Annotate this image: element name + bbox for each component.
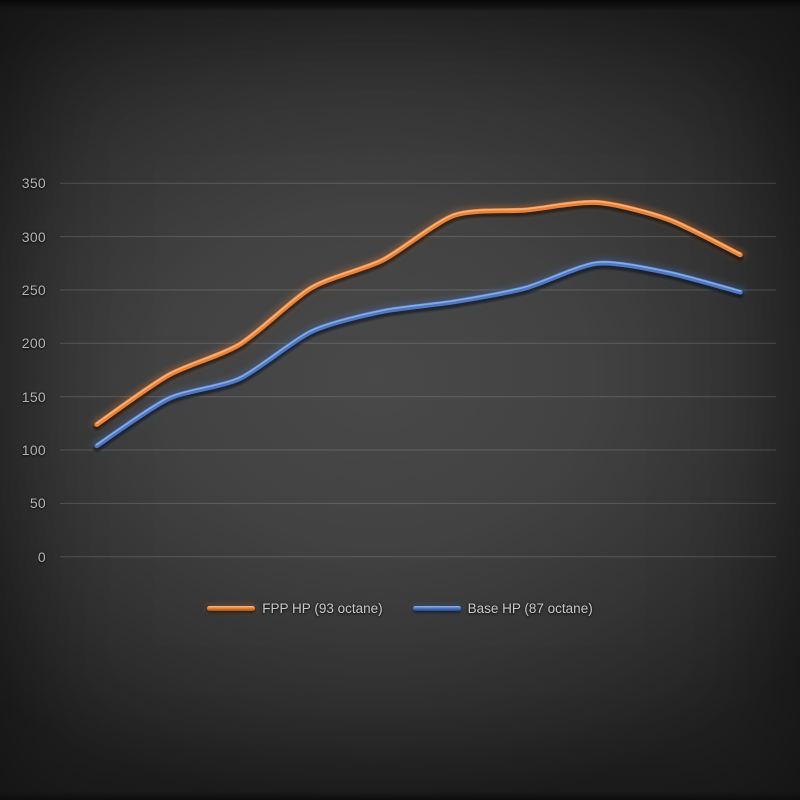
y-axis: 350 300 250 200 150 100 50 0 xyxy=(0,0,48,800)
legend-item-fpp: FPP HP (93 octane) xyxy=(207,600,383,616)
y-tick-label-0: 0 xyxy=(37,548,46,565)
series-line-fpp xyxy=(94,199,743,427)
y-tick-label-200: 200 xyxy=(21,335,46,352)
bottom-letterbox-strip xyxy=(0,792,800,800)
legend-item-base: Base HP (87 octane) xyxy=(412,600,593,616)
legend-line-swatch-base xyxy=(412,605,461,611)
y-tick-label-300: 300 xyxy=(21,228,46,245)
legend-line-swatch-fpp xyxy=(207,605,256,611)
series-highlight-base xyxy=(95,261,742,446)
y-tick-label-150: 150 xyxy=(21,388,46,405)
series-shadow-base xyxy=(93,262,744,452)
y-tick-label-50: 50 xyxy=(29,495,46,512)
top-letterbox-strip xyxy=(0,0,800,11)
legend-label-fpp: FPP HP (93 octane) xyxy=(262,600,383,616)
series-highlight-fpp xyxy=(95,200,742,425)
y-tick-label-250: 250 xyxy=(21,282,46,298)
legend-label-base: Base HP (87 octane) xyxy=(467,600,593,616)
series-line-base xyxy=(94,260,743,449)
y-tick-label-350: 350 xyxy=(21,175,46,192)
y-tick-label-100: 100 xyxy=(21,442,46,458)
legend: FPP HP (93 octane) Base HP (87 octane) xyxy=(0,595,800,621)
